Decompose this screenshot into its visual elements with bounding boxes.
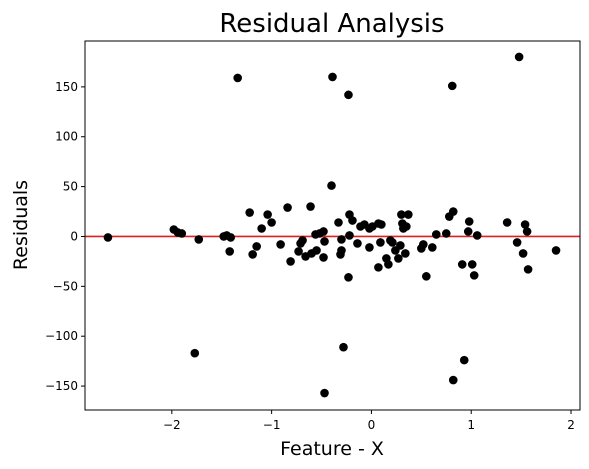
data-point <box>319 227 328 236</box>
data-point <box>306 202 315 211</box>
data-point <box>522 227 532 236</box>
data-point <box>520 220 530 229</box>
data-point <box>463 227 473 236</box>
x-tick-label: 0 <box>368 418 376 432</box>
data-point <box>327 181 336 190</box>
data-point <box>377 220 386 229</box>
x-tick-label: −1 <box>263 418 281 432</box>
data-point <box>397 210 406 219</box>
data-point <box>276 240 285 249</box>
data-point <box>551 246 561 255</box>
data-point <box>523 265 533 274</box>
data-point <box>298 236 307 245</box>
data-point <box>502 218 512 227</box>
data-point <box>374 263 383 272</box>
data-point <box>404 210 413 219</box>
data-point <box>472 231 482 240</box>
data-point <box>320 388 329 398</box>
data-point <box>337 246 346 255</box>
data-point <box>283 203 292 212</box>
data-point <box>337 235 346 244</box>
data-point <box>384 260 393 269</box>
data-point <box>353 239 362 248</box>
y-tick-label: 0 <box>70 229 78 243</box>
y-tick-label: 100 <box>55 130 78 144</box>
data-point <box>248 250 257 259</box>
data-point <box>339 342 348 352</box>
data-point <box>286 257 295 266</box>
x-axis-label: Feature - X <box>280 438 384 460</box>
data-point <box>467 260 477 269</box>
data-point <box>294 247 303 256</box>
y-tick-label: 50 <box>63 180 78 194</box>
data-point <box>431 230 441 239</box>
plot-frame <box>84 40 581 411</box>
x-tick-label: 2 <box>567 418 575 432</box>
data-point <box>419 240 428 249</box>
data-point <box>514 52 524 62</box>
data-point <box>348 216 357 225</box>
chart-title: Residual Analysis <box>219 9 444 39</box>
data-point <box>190 348 200 358</box>
data-point <box>459 355 469 365</box>
data-point <box>328 72 337 82</box>
y-axis-label: Residuals <box>10 180 32 270</box>
data-point <box>518 249 528 258</box>
data-point <box>252 242 261 251</box>
data-point <box>319 253 328 262</box>
axis-ticks: −2 −1 0 1 2 −150 −100 −50 0 50 100 150 <box>45 80 575 432</box>
data-point <box>226 233 236 242</box>
data-point <box>225 247 235 256</box>
data-point <box>365 243 374 252</box>
data-point <box>464 217 474 226</box>
data-point <box>402 222 411 231</box>
y-tick-label: −100 <box>45 329 78 343</box>
data-point <box>512 238 522 247</box>
x-tick-label: 1 <box>467 418 475 432</box>
data-point <box>257 224 266 233</box>
data-point <box>245 208 254 217</box>
data-point <box>394 254 403 263</box>
data-point <box>267 218 276 227</box>
data-point <box>177 229 187 238</box>
data-point <box>396 241 405 250</box>
data-point <box>388 238 397 247</box>
data-point <box>194 235 204 244</box>
data-point <box>422 272 431 281</box>
data-point <box>448 375 458 385</box>
data-point <box>345 231 354 240</box>
y-tick-label: −150 <box>45 379 78 393</box>
y-tick-label: 150 <box>55 80 78 94</box>
data-point <box>334 218 343 227</box>
data-point <box>312 246 321 255</box>
data-point <box>103 233 113 242</box>
data-point <box>320 237 329 246</box>
data-point <box>263 210 272 219</box>
data-point <box>447 81 457 91</box>
data-point <box>427 243 437 252</box>
data-point <box>344 273 353 282</box>
x-tick-label: −2 <box>163 418 181 432</box>
data-point <box>401 249 410 258</box>
data-point <box>448 207 458 216</box>
data-point <box>469 271 479 280</box>
data-point <box>441 229 451 238</box>
data-points <box>103 52 561 398</box>
data-point <box>344 90 353 100</box>
y-tick-label: −50 <box>53 279 78 293</box>
data-point <box>376 238 385 247</box>
data-point <box>233 73 242 83</box>
data-point <box>457 260 467 269</box>
